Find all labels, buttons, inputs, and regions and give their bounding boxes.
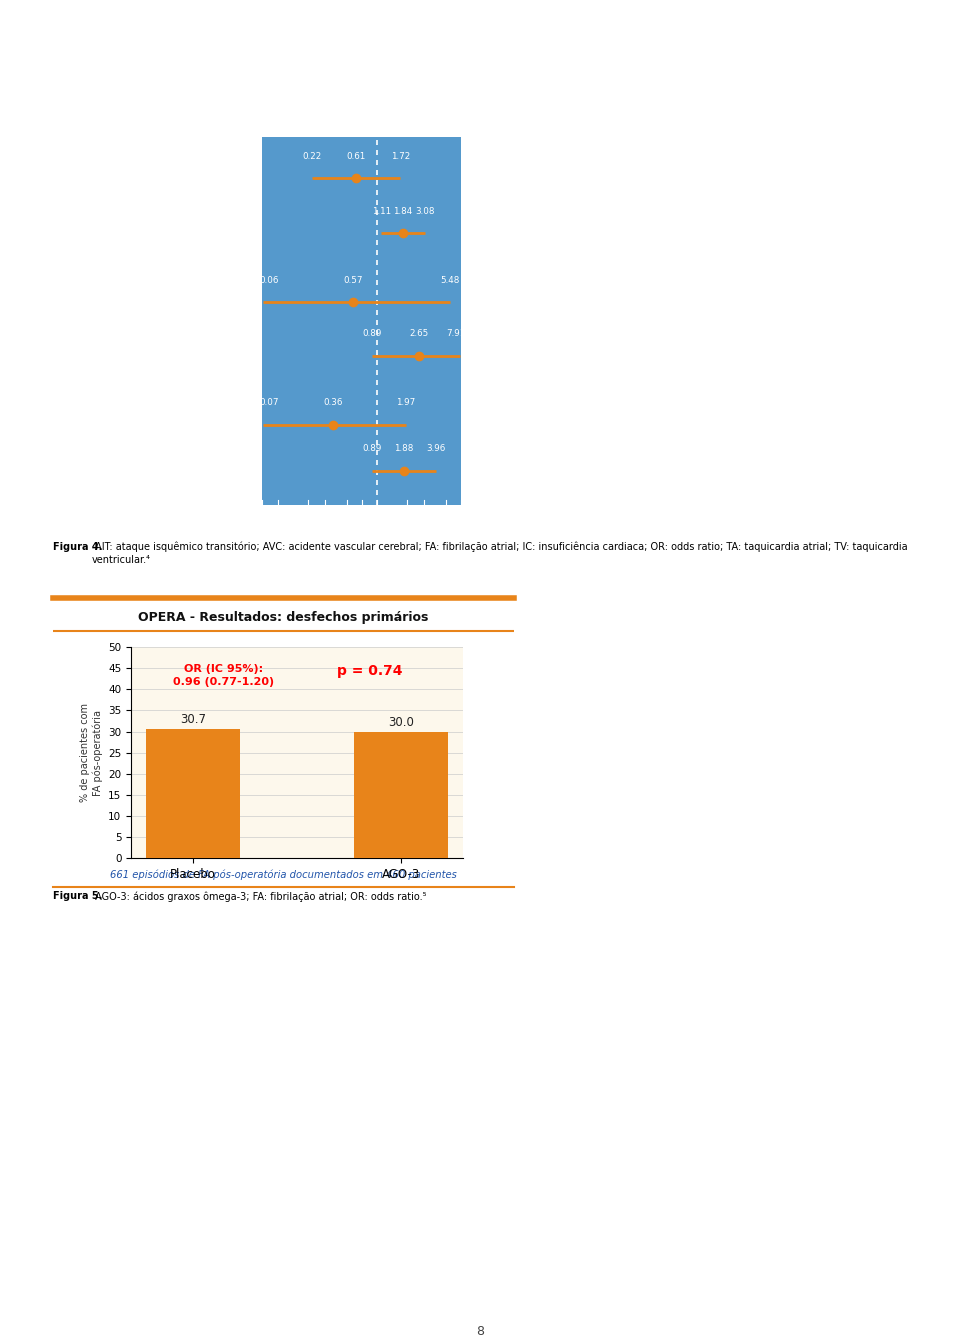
Text: Favorece
sem evento: Favorece sem evento — [265, 526, 316, 546]
Text: Claves Farmacologia Clinica 2 (2014) 4-18: Claves Farmacologia Clinica 2 (2014) 4-1… — [10, 9, 230, 20]
Text: 1.97: 1.97 — [396, 398, 416, 407]
Text: OR ajustado (IC 95%): OR ajustado (IC 95%) — [300, 121, 424, 130]
Text: Variável independente: Variável independente — [184, 121, 318, 132]
Bar — [146, 728, 240, 859]
Text: AIT: ataque isquêmico transitório; AVC: acidente vascular cerebral; FA: fibrilaç: AIT: ataque isquêmico transitório; AVC: … — [92, 542, 907, 564]
Text: 0.07: 0.07 — [259, 398, 279, 407]
Text: 3.96: 3.96 — [426, 445, 445, 453]
Text: Favorece
evento: Favorece evento — [420, 526, 458, 546]
Bar — [354, 731, 447, 859]
Text: 0.06: 0.06 — [260, 276, 279, 285]
Text: 0.35: 0.35 — [472, 173, 494, 183]
Text: 30.7: 30.7 — [180, 714, 206, 726]
Text: FA/TA breve
apenas: FA/TA breve apenas — [184, 414, 243, 435]
Text: OR (IC 95%):
0.96 (0.77-1.20): OR (IC 95%): 0.96 (0.77-1.20) — [174, 664, 275, 687]
Text: FA/TA breve
apenas: FA/TA breve apenas — [184, 292, 243, 313]
Text: 1.11: 1.11 — [372, 207, 391, 216]
Text: 5.48: 5.48 — [441, 276, 460, 285]
Text: 2: 2 — [404, 507, 409, 516]
Text: Desfecho: Desfecho — [58, 121, 112, 130]
Text: 0.36: 0.36 — [324, 398, 343, 407]
Text: 0.08: 0.08 — [472, 351, 494, 360]
Text: 0.57: 0.57 — [343, 276, 363, 285]
Text: Regressão logística multivariada: marcapasso: Regressão logística multivariada: marcap… — [110, 89, 456, 101]
Text: p: p — [480, 121, 488, 130]
Text: 3: 3 — [421, 507, 426, 516]
Text: 0.22: 0.22 — [302, 152, 322, 160]
Text: Figura 4.: Figura 4. — [53, 542, 102, 551]
Text: 7: 7 — [458, 507, 463, 516]
Text: Todos os eventos
adversos: Todos os eventos adversos — [58, 157, 158, 180]
Text: 0.7: 0.7 — [355, 507, 368, 516]
Text: 5: 5 — [444, 507, 448, 516]
Text: 1.72: 1.72 — [391, 152, 410, 160]
Bar — [262, 137, 461, 505]
Text: p = 0.74: p = 0.74 — [337, 664, 403, 679]
Text: Hospitalização
por FA: Hospitalização por FA — [58, 313, 144, 336]
Text: 0.07: 0.07 — [253, 507, 272, 516]
Text: 0.61: 0.61 — [346, 152, 365, 160]
Text: 30.0: 30.0 — [388, 716, 414, 728]
Text: Odds ratios ajustados incluindo covariáveis: anticoagulantes (OR: 2.2 para todos: Odds ratios ajustados incluindo covariáv… — [58, 524, 523, 534]
Text: 0.63: 0.63 — [472, 297, 494, 308]
Text: 0.10: 0.10 — [472, 466, 494, 476]
Text: 0.019: 0.019 — [469, 228, 498, 238]
Text: AGO-3: ácidos graxos ômega-3; FA: fibrilação atrial; OR: odds ratio.⁵: AGO-3: ácidos graxos ômega-3; FA: fibril… — [92, 891, 426, 902]
Text: FA/TA breve
apenas: FA/TA breve apenas — [184, 167, 243, 190]
Y-axis label: % de pacientes com
FA pós-operatória: % de pacientes com FA pós-operatória — [81, 703, 103, 802]
Text: FA/TA
prolongada: FA/TA prolongada — [184, 460, 241, 481]
Text: 661 episódios de FA pós-operatória documentados em 460 pacientes: 661 episódios de FA pós-operatória docum… — [109, 870, 457, 880]
Text: 3.08: 3.08 — [416, 207, 435, 216]
Text: 1: 1 — [374, 507, 379, 516]
Text: FA/TA
prolongada: FA/TA prolongada — [184, 344, 241, 367]
Text: 0.89: 0.89 — [362, 445, 381, 453]
Text: 2.65: 2.65 — [409, 329, 428, 337]
Text: 1.88: 1.88 — [395, 445, 414, 453]
Text: 0.3: 0.3 — [319, 507, 331, 516]
Text: Hospitalização
por insuficiência
cardiaca: Hospitalização por insuficiência cardiac… — [58, 425, 155, 461]
Text: 0.1: 0.1 — [272, 507, 284, 516]
Text: 0.2: 0.2 — [301, 507, 314, 516]
Text: FA/TA
prolongada: FA/TA prolongada — [184, 222, 241, 245]
Text: OPERA - Resultados: desfechos primários: OPERA - Resultados: desfechos primários — [138, 612, 428, 624]
Text: Hospitalização por
FA, IC, TV
AVC, AIT
Sincope
Morte cardiaca
intra-hospitalar: Hospitalização por FA, IC, TV AVC, AIT S… — [58, 245, 135, 308]
Text: 7.91: 7.91 — [446, 329, 466, 337]
Text: 0.89: 0.89 — [362, 329, 381, 337]
Text: 0.24: 0.24 — [472, 419, 494, 430]
Text: 1.84: 1.84 — [394, 207, 413, 216]
Text: Odds ratio (IC 95%): Odds ratio (IC 95%) — [334, 526, 420, 535]
Text: 0.5: 0.5 — [341, 507, 353, 516]
Text: 8: 8 — [476, 1325, 484, 1339]
Text: Figura 5.: Figura 5. — [53, 891, 102, 900]
